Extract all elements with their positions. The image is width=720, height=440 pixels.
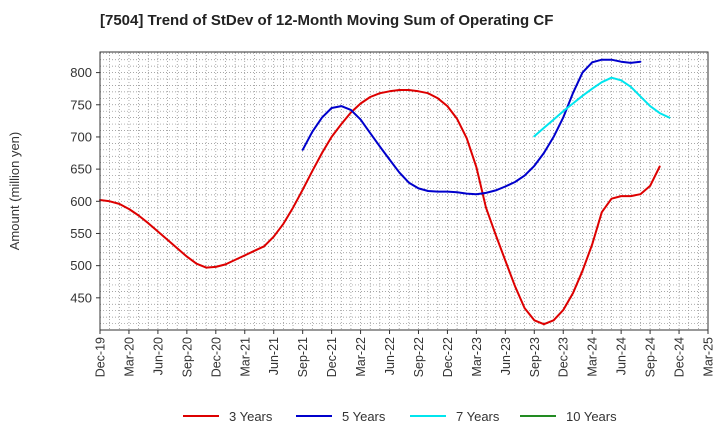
- x-tick-label: Jun-20: [151, 337, 165, 375]
- x-tick-label: Dec-23: [557, 337, 571, 377]
- y-tick-label: 650: [70, 162, 92, 177]
- series-lines: [99, 58, 671, 326]
- x-tick-label: Dec-19: [94, 337, 108, 377]
- axes: 450 500 550 600 650 700 750 800 Dec-19 Mar-20 Jun-…: [7, 51, 716, 377]
- x-tick-label: Jun-22: [383, 337, 397, 375]
- legend: 3 Years 5 Years 7 Years 10 Years: [0, 404, 720, 428]
- y-tick-label: 450: [70, 290, 92, 305]
- legend-label: 3 Years: [229, 408, 273, 424]
- legend-swatch: [520, 415, 556, 417]
- series-line-3-years: [99, 89, 661, 326]
- x-tick-label: Mar-22: [354, 337, 368, 377]
- plot-background: [100, 52, 708, 330]
- legend-item-7-years: 7 Years: [410, 404, 499, 428]
- y-tick-label: 500: [70, 258, 92, 273]
- x-tick-label: Sep-22: [412, 337, 426, 377]
- y-tick-label: 800: [70, 65, 92, 80]
- x-tick-label: Jun-23: [499, 337, 513, 375]
- y-tick-label: 750: [70, 97, 92, 112]
- legend-label: 5 Years: [342, 408, 386, 424]
- legend-item-10-years: 10 Years: [520, 404, 617, 428]
- legend-item-3-years: 3 Years: [183, 404, 272, 428]
- series-line-7-years: [533, 76, 671, 138]
- x-tick-label: Sep-23: [528, 337, 542, 377]
- y-tick-label: 600: [70, 194, 92, 209]
- x-tick-label: Dec-21: [325, 337, 339, 377]
- series-line-5-years: [301, 58, 642, 196]
- chart-title: [7504] Trend of StDev of 12-Month Moving…: [100, 12, 554, 29]
- x-tick-label: Sep-21: [296, 337, 310, 377]
- legend-label: 7 Years: [456, 408, 500, 424]
- plot-area: [100, 52, 708, 330]
- legend-swatch: [410, 415, 446, 417]
- x-tick-label: Mar-25: [702, 337, 716, 377]
- y-axis-title: Amount (million yen): [7, 132, 22, 251]
- x-tick-label: Dec-20: [209, 337, 223, 377]
- plot-frame: [99, 51, 709, 331]
- x-tick-label: Jun-21: [267, 337, 281, 375]
- grid-lines: [100, 52, 708, 330]
- x-tick-label: Mar-21: [238, 337, 252, 377]
- x-tick-label: Mar-20: [122, 337, 136, 377]
- y-tick-label: 700: [70, 129, 92, 144]
- x-tick-label: Jun-24: [615, 337, 629, 375]
- y-tick-label: 550: [70, 226, 92, 241]
- legend-label: 10 Years: [566, 408, 617, 424]
- legend-swatch: [183, 415, 219, 417]
- x-tick-label: Dec-22: [441, 337, 455, 377]
- x-tick-label: Mar-23: [470, 337, 484, 377]
- x-tick-label: Sep-20: [180, 337, 194, 377]
- x-tick-label: Mar-24: [586, 337, 600, 377]
- legend-item-5-years: 5 Years: [296, 404, 385, 428]
- legend-swatch: [296, 415, 332, 417]
- x-tick-label: Dec-24: [673, 337, 687, 377]
- x-tick-label: Sep-24: [644, 337, 658, 377]
